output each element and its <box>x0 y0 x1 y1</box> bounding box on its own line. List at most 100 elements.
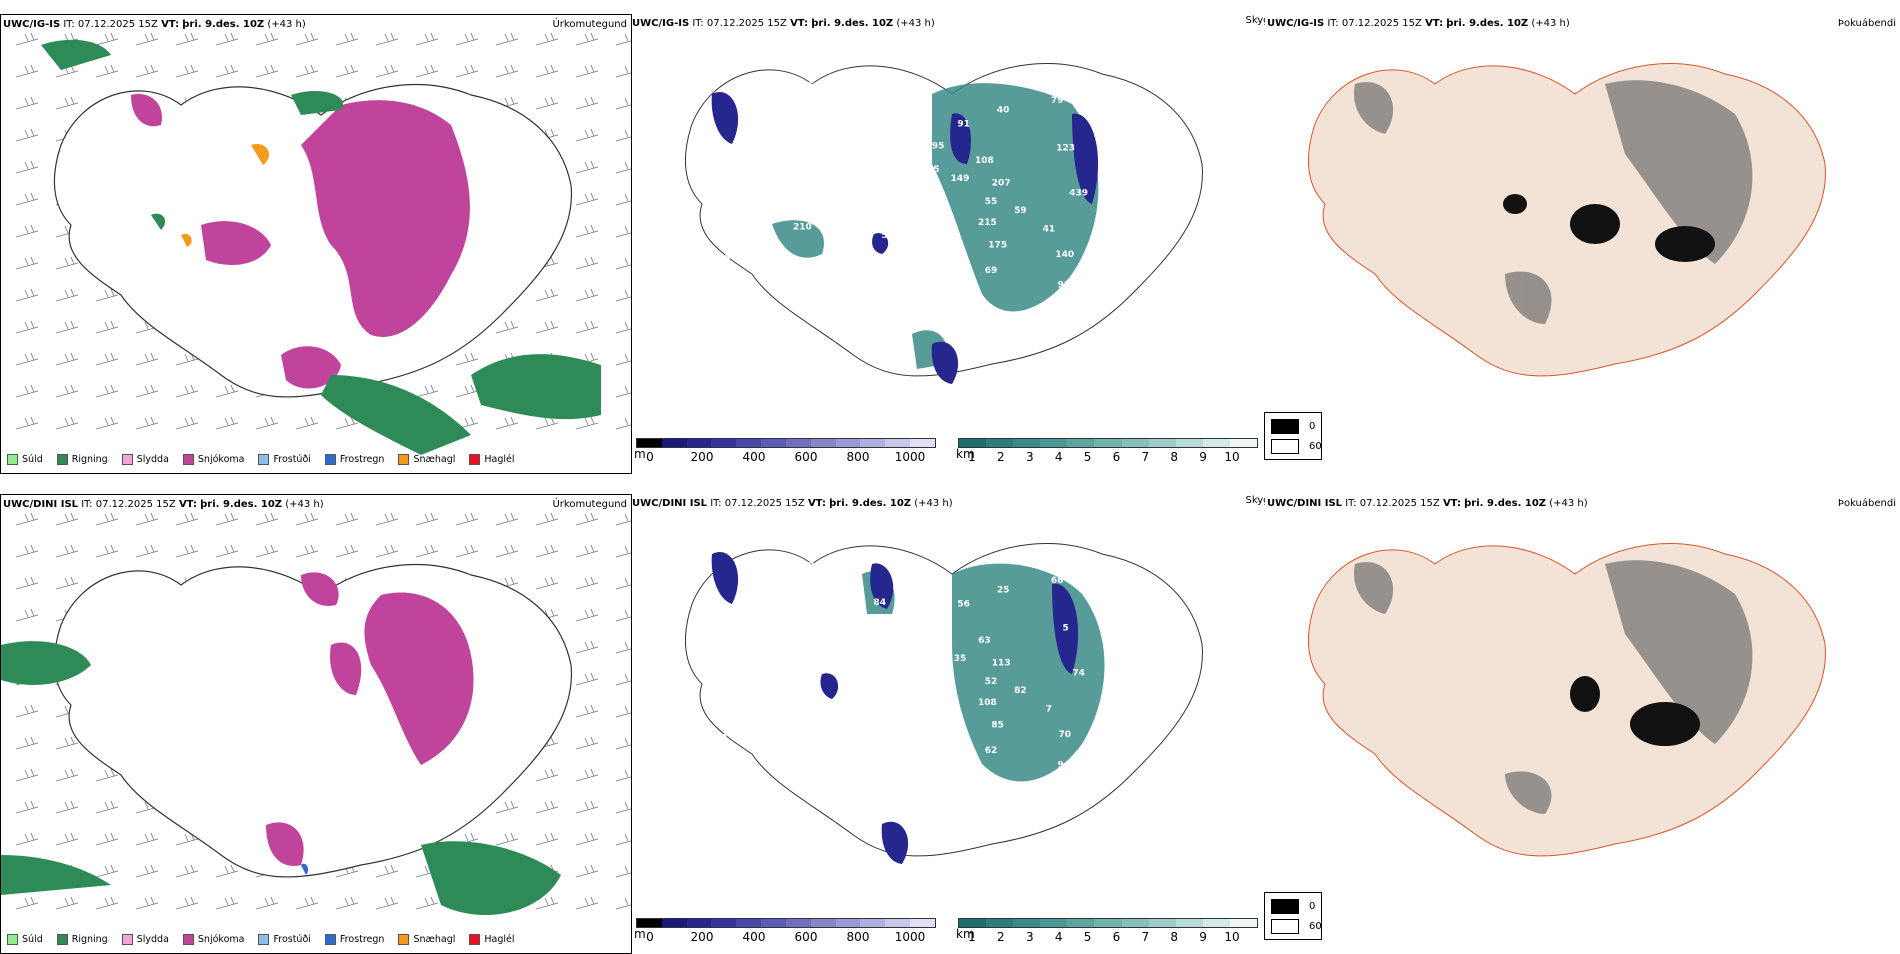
wind-barb <box>15 128 39 142</box>
snow-depth-label: 603 <box>812 175 831 185</box>
snow-depth-label: 310 <box>993 820 1012 830</box>
legend-item: Haglél <box>469 934 515 945</box>
wind-barb <box>95 512 119 526</box>
snow-depth-label: 7 <box>921 308 927 318</box>
fog-panel-dini: UWC/DINI ISL IT: 07.12.2025 15Z VT: þri.… <box>1264 494 1900 954</box>
iceland-outline <box>684 543 1203 857</box>
wind-barb <box>55 544 79 558</box>
wind-barb <box>255 416 279 430</box>
wind-barb <box>15 96 39 110</box>
wind-barb <box>295 544 319 558</box>
fog-swatch-60 <box>1271 919 1299 934</box>
fog-map <box>1307 543 1826 857</box>
legend-item: Snæhagl <box>398 934 455 945</box>
bar-segment <box>860 919 886 927</box>
bar-segment <box>810 919 836 927</box>
visibility-fields <box>772 83 1099 369</box>
wind-barb <box>615 833 631 846</box>
wind-barb <box>175 864 199 878</box>
wind-barb <box>615 737 631 750</box>
snow-depth-label: 140 <box>1055 250 1074 260</box>
wind-barb <box>215 544 239 558</box>
wind-barb <box>215 864 239 878</box>
snow-depth-label: 65 <box>831 754 844 764</box>
wind-barb <box>15 32 39 46</box>
wind-barb <box>615 161 631 174</box>
snow-depth-bar <box>636 438 936 448</box>
bar-segment <box>1040 919 1068 927</box>
bar-segment <box>661 439 687 447</box>
wind-barb <box>575 608 599 622</box>
snow-depth-label: 50 <box>996 340 1009 350</box>
wind-barb <box>15 160 39 174</box>
snow-depth-colorbar: 0 200 400 600 800 1000 m <box>634 438 936 464</box>
fog-legend-item: 0 <box>1271 899 1315 914</box>
visibility-map: 55 54 91 93 92 207 84 132 65 176 108 69 56 91 132 95 140… <box>684 63 1203 384</box>
snow-depth-label: 74 <box>919 737 932 747</box>
tick-label: 5 <box>1083 450 1092 464</box>
wind-barb <box>15 768 39 782</box>
legend-label: Frostúði <box>273 934 311 945</box>
wind-barb <box>15 896 39 910</box>
wind-barb <box>55 576 79 590</box>
tick-label: 6 <box>1112 450 1121 464</box>
wind-barb <box>135 896 159 910</box>
bar-segment <box>986 919 1014 927</box>
bar-segment <box>686 439 712 447</box>
snow-depth-label: 84 <box>919 257 932 267</box>
snow-depth-label: 62 <box>985 746 998 756</box>
bar-segment <box>711 919 737 927</box>
wind-barb <box>535 896 559 910</box>
wind-barb <box>55 736 79 750</box>
snow-depth-label: 132 <box>870 118 889 128</box>
wind-barb <box>615 353 631 366</box>
snow-depth-label: 42 <box>1110 208 1123 218</box>
wind-barb <box>175 416 199 430</box>
snow-depth-label: 121 <box>941 237 960 247</box>
wind-barb <box>255 512 279 526</box>
fog-spots <box>1503 194 1715 262</box>
wind-barb <box>135 832 159 846</box>
legend-item: Snjókoma <box>182 454 244 465</box>
visibility-bar <box>958 918 1258 928</box>
wind-barb <box>135 384 159 398</box>
wind-barb <box>615 129 631 142</box>
bar-segment <box>835 439 861 447</box>
wind-barb <box>95 544 119 558</box>
wind-barb <box>255 544 279 558</box>
snow-depth-label: 91 <box>1162 168 1175 178</box>
legend-swatch <box>56 454 68 465</box>
snow-depth-colorbar: 0 200 400 600 800 1000 m <box>634 918 936 944</box>
wind-barb <box>95 832 119 846</box>
snow-depth-label: 177 <box>1107 688 1126 698</box>
legend-swatch <box>398 454 410 465</box>
wind-barb <box>15 512 39 526</box>
snow-depth-label: 439 <box>1069 189 1088 199</box>
snow-depth-label: 88 <box>1162 648 1175 658</box>
panel-subtitle: Þokuábendi <box>1837 18 1896 29</box>
bar-segment <box>1148 919 1176 927</box>
bar-segment <box>986 439 1014 447</box>
wind-barb <box>535 288 559 302</box>
bar-segment <box>637 919 662 927</box>
snow-depth-label: 59 <box>1014 206 1027 216</box>
wind-barb <box>95 352 119 366</box>
legend-label: Snæhagl <box>413 934 456 945</box>
snow-depth-label: 176 <box>712 253 731 263</box>
snow-depth-label: 210 <box>793 222 812 232</box>
wind-barb <box>95 64 119 78</box>
tick-label: 200 <box>690 930 714 944</box>
tick-label: 9 <box>1199 450 1207 464</box>
snow-depth-label: 35 <box>954 654 967 664</box>
wind-barb <box>575 736 599 750</box>
wind-barb <box>375 512 399 526</box>
wind-barb <box>55 256 79 270</box>
wind-barb <box>495 512 519 526</box>
legend-swatch <box>56 934 68 945</box>
wind-barb <box>615 865 631 878</box>
snow-depth-label: 55 <box>985 197 998 207</box>
bar-segment <box>910 439 935 447</box>
panel-title: UWC/IG-IS IT: 07.12.2025 15Z VT: þri. 9.… <box>3 19 306 30</box>
